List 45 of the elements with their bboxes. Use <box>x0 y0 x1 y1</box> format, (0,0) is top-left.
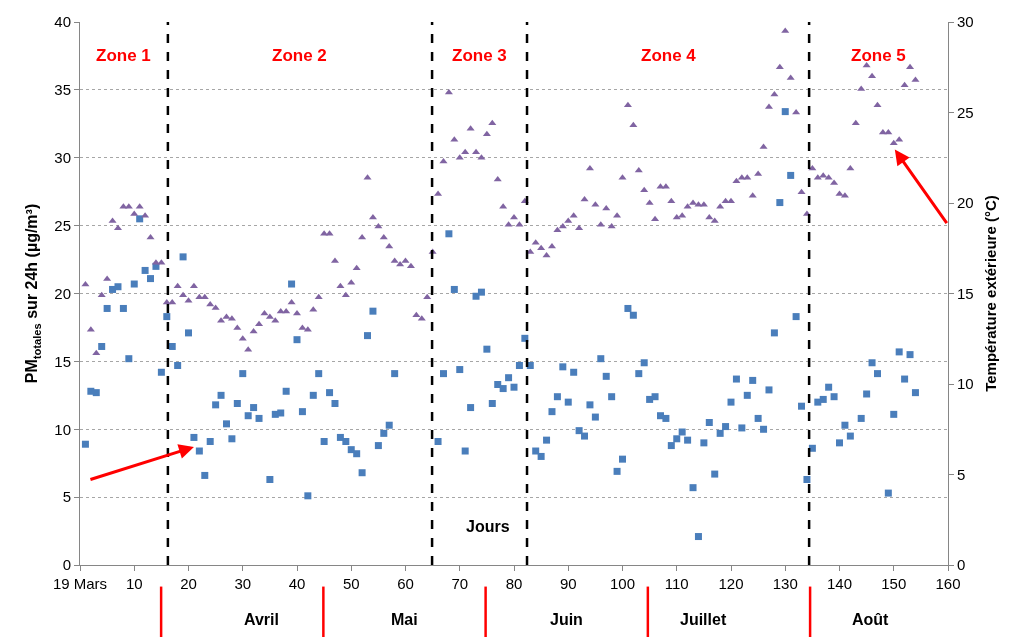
y-tick-label: 5 <box>62 488 71 506</box>
y2-tick-label: 5 <box>957 465 966 483</box>
annotation: Zone 5 <box>851 46 906 65</box>
y2-tick-label: 15 <box>957 284 974 302</box>
text: Mai <box>391 611 418 628</box>
x-tick-label: 70 <box>451 575 469 593</box>
y2-tick-label: 25 <box>957 103 974 121</box>
annotation: Zone 1 <box>96 46 151 65</box>
y-tick-label: 15 <box>54 352 71 370</box>
x-tick-label: 140 <box>826 575 853 593</box>
x-tick-label: 160 <box>935 575 961 593</box>
y-tick-label: 35 <box>54 81 71 99</box>
x-tick-label: 110 <box>664 575 689 593</box>
y2-tick-label: 30 <box>957 13 974 31</box>
annotation: Zone 4 <box>641 46 697 65</box>
x-tick-label: 130 <box>772 575 798 593</box>
x-tick-label: 80 <box>505 575 523 593</box>
x-tick-label: 20 <box>180 575 197 593</box>
x-tick-label: 30 <box>234 575 252 593</box>
x-tick-label: 50 <box>342 575 360 593</box>
y2-tick-label: 10 <box>957 375 974 393</box>
y-tick-label: 0 <box>62 556 71 574</box>
x-tick-label: 90 <box>559 575 577 593</box>
y-tick-label: 40 <box>54 13 71 31</box>
text: Août <box>852 611 890 628</box>
text: Juin <box>550 611 583 628</box>
annotation: Zone 3 <box>452 46 507 65</box>
x-tick-label: 60 <box>397 575 414 593</box>
x-tick-label: 19 Mars <box>52 575 108 593</box>
text: Avril <box>244 611 279 628</box>
x-tick-label: 40 <box>288 575 306 593</box>
x-tick-label: 120 <box>718 575 744 593</box>
y2-axis-title: Température extérieure (°C) <box>981 195 999 392</box>
annotation: Zone 2 <box>272 46 327 65</box>
y-tick-label: 25 <box>54 216 71 234</box>
y2-tick-label: 20 <box>957 194 974 212</box>
x-tick-label: 10 <box>125 575 143 593</box>
y-tick-label: 10 <box>54 420 71 438</box>
text: Juillet <box>680 611 727 628</box>
y-tick-label: 30 <box>54 149 71 167</box>
y-tick-label: 20 <box>54 284 71 302</box>
x-axis-title: Jours <box>466 518 510 535</box>
y2-tick-label: 0 <box>957 556 966 574</box>
x-tick-label: 100 <box>609 575 636 593</box>
x-tick-label: 150 <box>881 575 907 593</box>
